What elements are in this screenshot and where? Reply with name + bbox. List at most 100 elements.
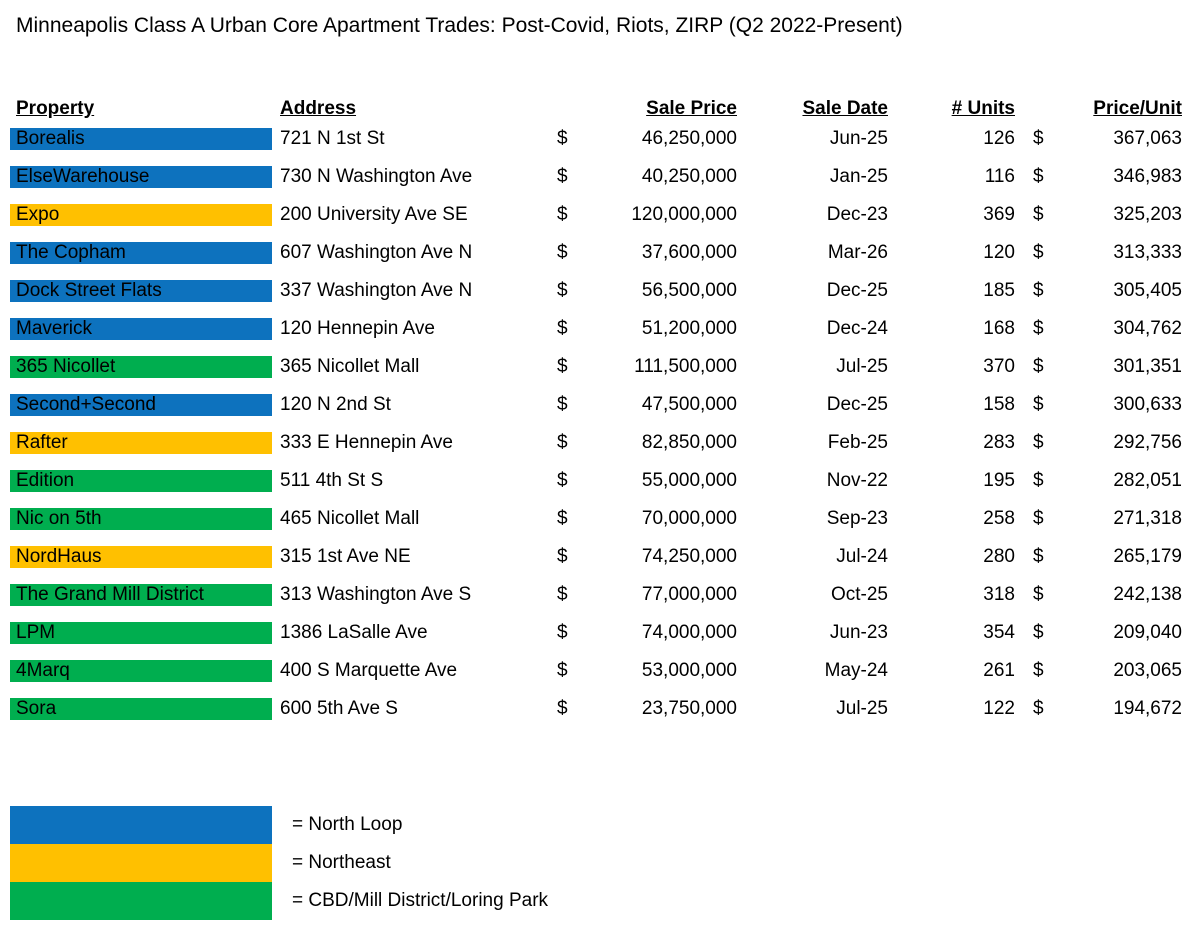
address-cell: 721 N 1st St (280, 128, 385, 149)
sale-price-cell: $ 47,500,000 (542, 394, 737, 416)
price-per-unit-value: 305,405 (1113, 280, 1182, 301)
sale-price-cell: $ 70,000,000 (542, 508, 737, 530)
units-cell: 168 (983, 318, 1015, 339)
units-cell: 318 (983, 584, 1015, 605)
price-per-unit-cell: $ 292,756 (1015, 432, 1182, 454)
table-row: Nic on 5th 465 Nicollet Mall $ 70,000,00… (10, 500, 1200, 538)
sale-price-cell: $ 23,750,000 (542, 698, 737, 720)
price-per-unit-value: 282,051 (1113, 470, 1182, 491)
currency-symbol: $ (1033, 546, 1044, 567)
column-header-units: # Units (951, 98, 1015, 119)
sale-price-value: 23,750,000 (641, 698, 737, 719)
property-cell: Maverick (10, 318, 272, 340)
price-per-unit-value: 313,333 (1113, 242, 1182, 263)
table-row: Dock Street Flats 337 Washington Ave N $… (10, 272, 1200, 310)
sale-price-value: 51,200,000 (641, 318, 737, 339)
address-cell: 607 Washington Ave N (280, 242, 473, 263)
currency-symbol: $ (1033, 128, 1044, 149)
legend: = North Loop = Northeast = CBD/Mill Dist… (10, 806, 1200, 920)
currency-symbol: $ (557, 128, 568, 149)
currency-symbol: $ (1033, 622, 1044, 643)
table-row: Expo 200 University Ave SE $ 120,000,000… (10, 196, 1200, 234)
table-row: Edition 511 4th St S $ 55,000,000 Nov-22… (10, 462, 1200, 500)
price-per-unit-value: 271,318 (1113, 508, 1182, 529)
sale-price-cell: $ 53,000,000 (542, 660, 737, 682)
table-row: The Copham 607 Washington Ave N $ 37,600… (10, 234, 1200, 272)
price-per-unit-value: 209,040 (1113, 622, 1182, 643)
sale-date-cell: Feb-25 (827, 432, 888, 453)
sale-price-value: 120,000,000 (631, 204, 737, 225)
currency-symbol: $ (1033, 318, 1044, 339)
price-per-unit-value: 300,633 (1113, 394, 1182, 415)
price-per-unit-value: 292,756 (1113, 432, 1182, 453)
currency-symbol: $ (557, 204, 568, 225)
currency-symbol: $ (557, 660, 568, 681)
currency-symbol: $ (557, 242, 568, 263)
address-cell: 365 Nicollet Mall (280, 356, 420, 377)
price-per-unit-cell: $ 242,138 (1015, 584, 1182, 606)
legend-swatch-north_loop (10, 806, 272, 844)
address-cell: 333 E Hennepin Ave (280, 432, 453, 453)
property-cell: 365 Nicollet (10, 356, 272, 378)
currency-symbol: $ (1033, 698, 1044, 719)
address-cell: 315 1st Ave NE (280, 546, 411, 567)
sale-price-value: 74,250,000 (641, 546, 737, 567)
column-header-sale-date: Sale Date (802, 98, 888, 119)
currency-symbol: $ (557, 508, 568, 529)
sale-date-cell: Dec-25 (826, 280, 888, 301)
currency-symbol: $ (1033, 204, 1044, 225)
property-cell: The Copham (10, 242, 272, 264)
legend-swatch-cbd (10, 882, 272, 920)
table-header-row: Property Address Sale Price Sale Date # … (10, 86, 1200, 120)
currency-symbol: $ (1033, 394, 1044, 415)
table-body: Borealis 721 N 1st St $ 46,250,000 Jun-2… (10, 120, 1200, 728)
currency-symbol: $ (1033, 584, 1044, 605)
legend-row: = Northeast (10, 844, 1200, 882)
units-cell: 354 (983, 622, 1015, 643)
property-cell: Borealis (10, 128, 272, 150)
legend-label: = Northeast (292, 852, 391, 873)
currency-symbol: $ (1033, 166, 1044, 187)
property-cell: The Grand Mill District (10, 584, 272, 606)
sale-price-value: 47,500,000 (641, 394, 737, 415)
price-per-unit-cell: $ 209,040 (1015, 622, 1182, 644)
property-cell: Nic on 5th (10, 508, 272, 530)
units-cell: 120 (983, 242, 1015, 263)
address-cell: 120 N 2nd St (280, 394, 391, 415)
price-per-unit-value: 301,351 (1113, 356, 1182, 377)
table-row: 365 Nicollet 365 Nicollet Mall $ 111,500… (10, 348, 1200, 386)
units-cell: 195 (983, 470, 1015, 491)
sale-price-cell: $ 74,000,000 (542, 622, 737, 644)
table-row: Borealis 721 N 1st St $ 46,250,000 Jun-2… (10, 120, 1200, 158)
table-row: Maverick 120 Hennepin Ave $ 51,200,000 D… (10, 310, 1200, 348)
currency-symbol: $ (557, 394, 568, 415)
currency-symbol: $ (1033, 280, 1044, 301)
sale-date-cell: Jul-25 (836, 698, 888, 719)
column-header-property: Property (16, 98, 95, 119)
property-cell: NordHaus (10, 546, 272, 568)
sale-date-cell: Dec-25 (826, 394, 888, 415)
table-row: Rafter 333 E Hennepin Ave $ 82,850,000 F… (10, 424, 1200, 462)
price-per-unit-cell: $ 301,351 (1015, 356, 1182, 378)
currency-symbol: $ (557, 698, 568, 719)
price-per-unit-cell: $ 203,065 (1015, 660, 1182, 682)
sale-price-value: 53,000,000 (641, 660, 737, 681)
column-header-price-per-unit: Price/Unit (1093, 98, 1182, 119)
sale-price-cell: $ 46,250,000 (542, 128, 737, 150)
table-row: Second+Second 120 N 2nd St $ 47,500,000 … (10, 386, 1200, 424)
property-cell: Second+Second (10, 394, 272, 416)
price-per-unit-value: 242,138 (1113, 584, 1182, 605)
address-cell: 400 S Marquette Ave (280, 660, 458, 681)
sale-price-cell: $ 82,850,000 (542, 432, 737, 454)
price-per-unit-value: 194,672 (1113, 698, 1182, 719)
sale-date-cell: Sep-23 (826, 508, 888, 529)
legend-row: = CBD/Mill District/Loring Park (10, 882, 1200, 920)
units-cell: 158 (983, 394, 1015, 415)
price-per-unit-cell: $ 265,179 (1015, 546, 1182, 568)
currency-symbol: $ (557, 584, 568, 605)
sale-date-cell: Mar-26 (827, 242, 888, 263)
address-cell: 313 Washington Ave S (280, 584, 472, 605)
units-cell: 126 (983, 128, 1015, 149)
sale-date-cell: Jan-25 (829, 166, 888, 187)
sale-date-cell: Oct-25 (830, 584, 888, 605)
